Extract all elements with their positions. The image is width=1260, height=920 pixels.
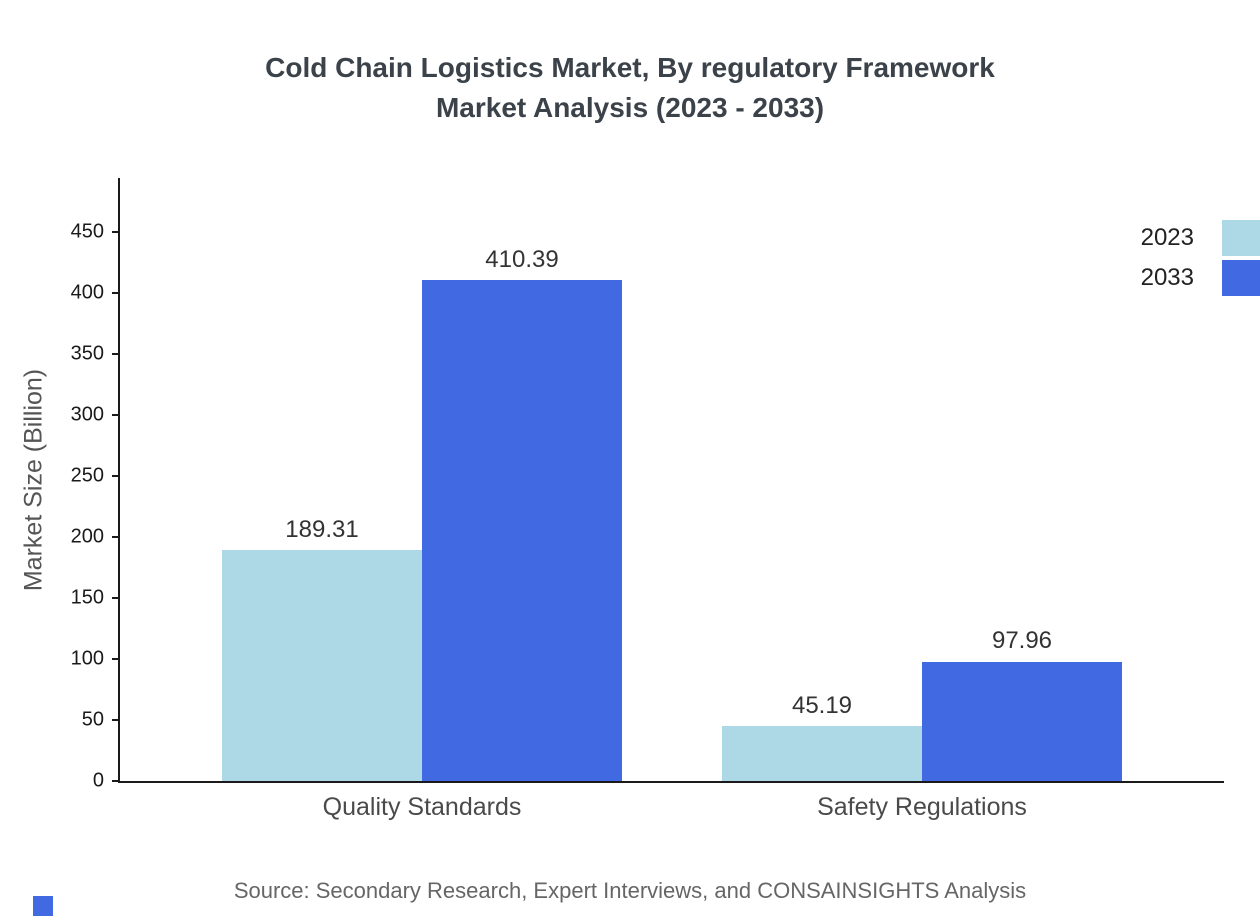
bar-value-label: 410.39 xyxy=(485,246,559,274)
bar-2023-quality-standards xyxy=(222,550,422,781)
y-tick-label: 100 xyxy=(70,647,104,670)
y-tick-mark xyxy=(112,658,120,660)
source-attribution: Source: Secondary Research, Expert Inter… xyxy=(233,878,1027,903)
legend-label-2023: 2023 xyxy=(1140,224,1194,251)
category-label: Safety Regulations xyxy=(817,793,1027,821)
y-tick-label: 300 xyxy=(70,403,104,426)
chart-title-line1: Cold Chain Logistics Market, By regulato… xyxy=(265,52,995,83)
y-tick-mark xyxy=(112,536,120,538)
y-tick-mark xyxy=(112,231,120,233)
y-tick-mark xyxy=(112,719,120,721)
legend-item-2023: 2023 xyxy=(1141,220,1260,256)
y-tick-label: 50 xyxy=(81,708,104,731)
y-tick-mark xyxy=(112,353,120,355)
legend-label-2033: 2033 xyxy=(1140,264,1194,291)
y-tick-mark xyxy=(112,597,120,599)
bar-2033-safety-regulations xyxy=(922,661,1122,781)
y-axis-title: Market Size (Billion) xyxy=(19,368,48,592)
chart-title-line2: Market Analysis (2023 - 2033) xyxy=(435,92,825,123)
bar-value-label: 45.19 xyxy=(791,691,853,719)
legend-item-2033: 2033 xyxy=(1141,260,1260,296)
y-tick-mark xyxy=(112,414,120,416)
bar-value-label: 97.96 xyxy=(991,627,1053,655)
legend: 2023 2033 xyxy=(1141,220,1260,296)
y-tick-mark xyxy=(112,292,120,294)
plot-area: 0 50 100 150 200 250 300 350 400 450 189.31 410.39 Q… xyxy=(71,178,1224,821)
chart-title: Cold Chain Logistics Market, By regulato… xyxy=(0,48,1260,128)
corner-marker-icon xyxy=(33,896,53,916)
y-tick-label: 0 xyxy=(92,769,104,792)
y-tick-label: 350 xyxy=(70,342,104,365)
y-tick-mark xyxy=(112,475,120,477)
legend-swatch-2033-icon xyxy=(1222,260,1260,296)
y-tick-mark xyxy=(112,780,120,782)
y-tick-label: 400 xyxy=(70,281,104,304)
bar-2023-safety-regulations xyxy=(722,725,922,781)
y-tick-label: 200 xyxy=(70,525,104,548)
y-tick-label: 450 xyxy=(70,220,104,243)
y-tick-label: 150 xyxy=(70,586,104,609)
bar-value-label: 189.31 xyxy=(285,516,359,544)
y-tick-label: 250 xyxy=(70,464,104,487)
legend-swatch-2023-icon xyxy=(1222,220,1260,256)
category-label: Quality Standards xyxy=(322,793,522,821)
bar-2033-quality-standards xyxy=(422,280,622,781)
